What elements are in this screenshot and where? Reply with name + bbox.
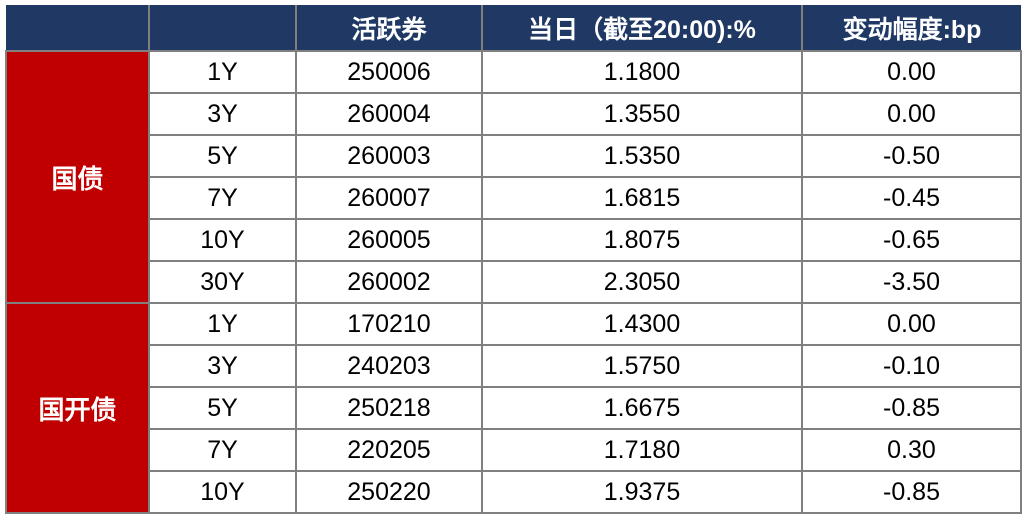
change-cell: -0.45: [801, 176, 1022, 220]
change-cell: -0.85: [801, 386, 1022, 430]
bond-code-cell: 250006: [295, 50, 483, 94]
table-row: 7Y 220205 1.7180 0.30: [6, 428, 1022, 472]
bond-code-cell: 260005: [295, 218, 483, 262]
bond-code-cell: 220205: [295, 428, 483, 472]
header-group: [6, 5, 149, 51]
bond-code-cell: 260007: [295, 176, 483, 220]
header-tenor: [148, 5, 296, 51]
group-label: 国债: [5, 50, 150, 304]
yield-cell: 1.9375: [481, 470, 803, 514]
table-row: 3Y 240203 1.5750 -0.10: [6, 344, 1022, 388]
tenor-cell: 1Y: [148, 302, 297, 346]
bond-code-cell: 260004: [295, 92, 483, 136]
change-cell: -0.65: [801, 218, 1022, 262]
change-cell: -0.50: [801, 134, 1022, 178]
tenor-cell: 10Y: [148, 218, 297, 262]
bond-code-cell: 260003: [295, 134, 483, 178]
bond-code-cell: 250218: [295, 386, 483, 430]
header-row: 活跃券 当日（截至20:00):% 变动幅度:bp: [6, 5, 1021, 51]
table-row: 7Y 260007 1.6815 -0.45: [6, 176, 1022, 220]
table-row: 5Y 260003 1.5350 -0.50: [6, 134, 1022, 178]
table-row: 10Y 250220 1.9375 -0.85: [6, 470, 1022, 514]
tenor-cell: 10Y: [148, 470, 297, 514]
yield-cell: 1.7180: [481, 428, 803, 472]
header-change: 变动幅度:bp: [801, 5, 1021, 51]
change-cell: -0.85: [801, 470, 1022, 514]
bond-code-cell: 260002: [295, 260, 483, 304]
bond-yield-table: 活跃券 当日（截至20:00):% 变动幅度:bp 国债 1Y 250006 1.18…: [5, 5, 1022, 514]
change-cell: 0.00: [801, 92, 1022, 136]
yield-cell: 1.5750: [481, 344, 803, 388]
yield-cell: 1.4300: [481, 302, 803, 346]
tenor-cell: 1Y: [148, 50, 297, 94]
tenor-cell: 3Y: [148, 92, 297, 136]
table-row: 5Y 250218 1.6675 -0.85: [6, 386, 1022, 430]
bond-code-cell: 240203: [295, 344, 483, 388]
header-active-bond: 活跃券: [295, 5, 482, 51]
table-row: 国开债 1Y 170210 1.4300 0.00: [5, 302, 1022, 514]
yield-cell: 1.3550: [481, 92, 803, 136]
tenor-cell: 30Y: [148, 260, 297, 304]
group-label: 国开债: [5, 302, 150, 514]
yield-cell: 1.8075: [481, 218, 803, 262]
table-row: 3Y 260004 1.3550 0.00: [6, 92, 1022, 136]
tenor-cell: 5Y: [148, 134, 297, 178]
change-cell: -3.50: [801, 260, 1022, 304]
yield-cell: 1.6675: [481, 386, 803, 430]
tenor-cell: 5Y: [148, 386, 297, 430]
change-cell: -0.10: [801, 344, 1022, 388]
table-row: 30Y 260002 2.3050 -3.50: [6, 260, 1022, 304]
table-row: 10Y 260005 1.8075 -0.65: [6, 218, 1022, 262]
bond-code-cell: 250220: [295, 470, 483, 514]
tenor-cell: 7Y: [148, 428, 297, 472]
change-cell: 0.00: [801, 302, 1022, 346]
yield-cell: 1.6815: [481, 176, 803, 220]
change-cell: 0.30: [801, 428, 1022, 472]
change-cell: 0.00: [801, 50, 1022, 94]
bond-code-cell: 170210: [295, 302, 483, 346]
tenor-cell: 3Y: [148, 344, 297, 388]
header-yield: 当日（截至20:00):%: [481, 5, 802, 51]
yield-cell: 2.3050: [481, 260, 803, 304]
yield-cell: 1.1800: [481, 50, 803, 94]
tenor-cell: 7Y: [148, 176, 297, 220]
yield-cell: 1.5350: [481, 134, 803, 178]
table-row: 国债 1Y 250006 1.1800 0.00: [5, 50, 1022, 304]
